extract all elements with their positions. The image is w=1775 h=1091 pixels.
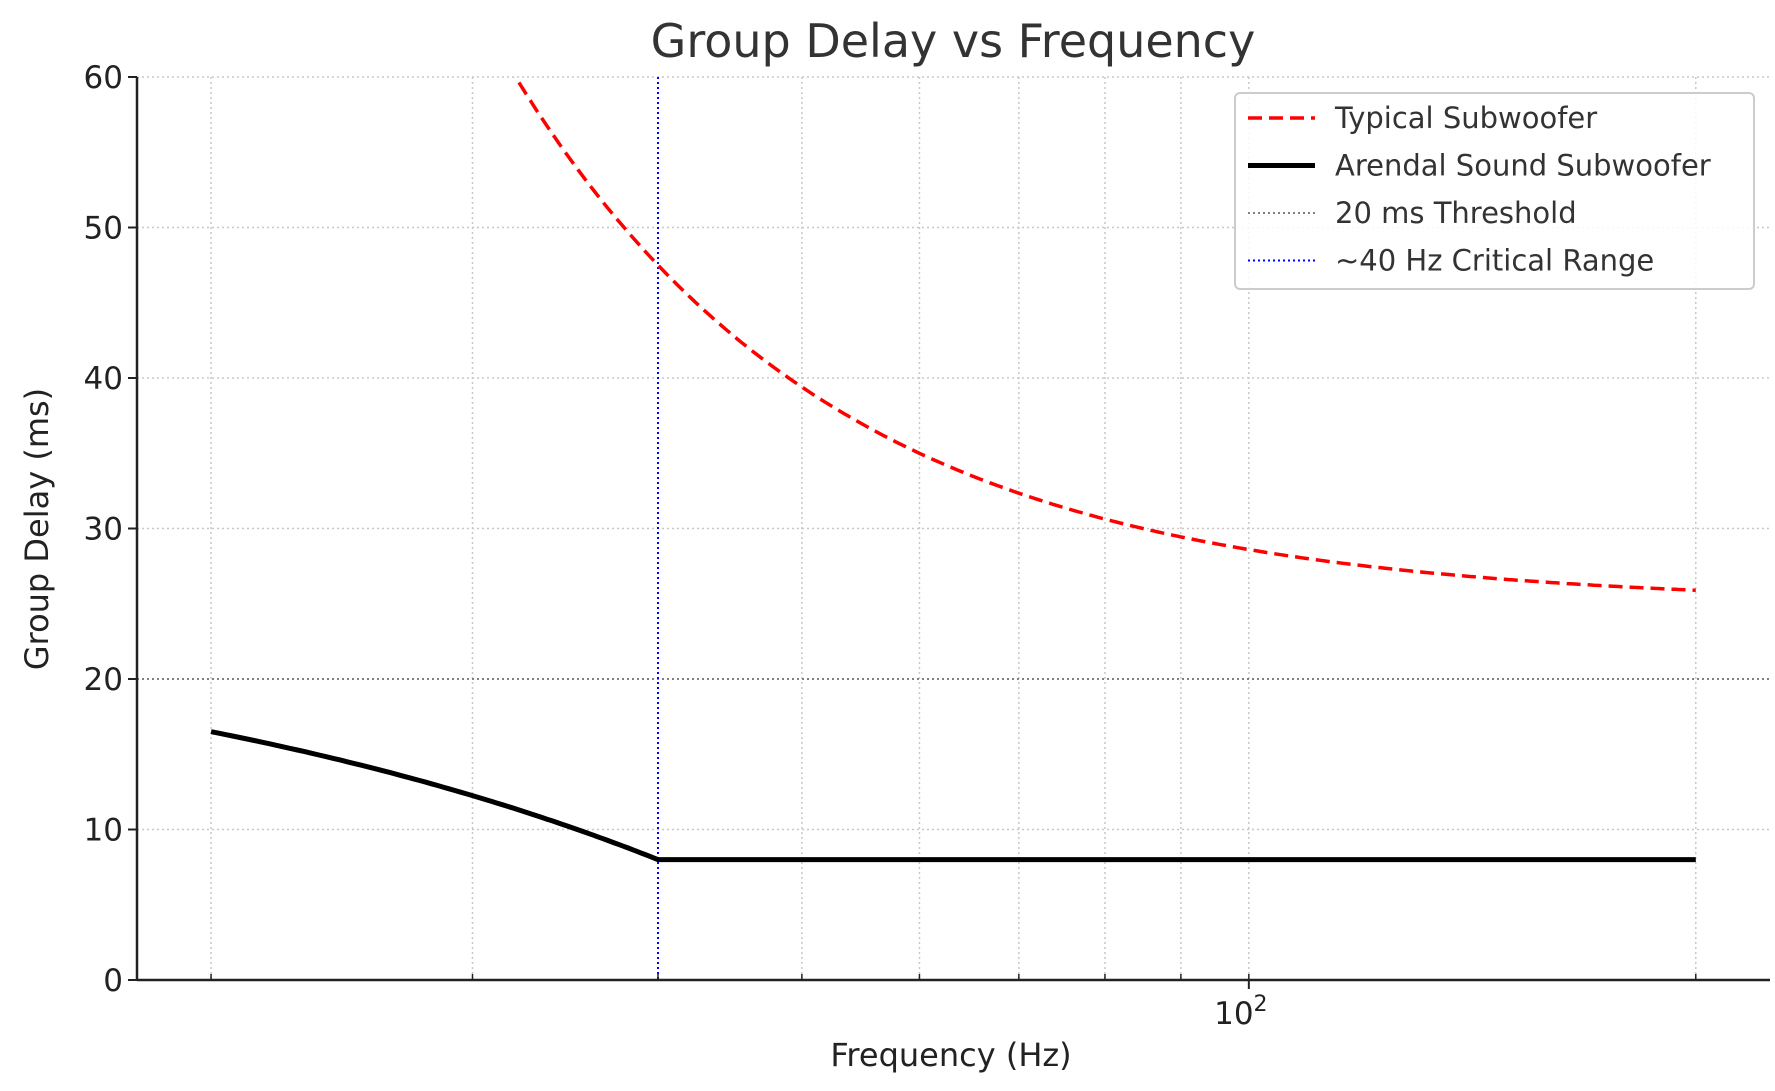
y-tick-label: 40 — [84, 361, 123, 397]
y-tick-label: 0 — [103, 963, 123, 999]
y-tick-label: 50 — [84, 211, 123, 247]
y-tick-label: 10 — [84, 813, 123, 849]
legend: Typical Subwoofer Arendal Sound Subwoofer… — [1234, 92, 1755, 290]
y-tick-label: 30 — [84, 512, 123, 548]
legend-label: ~40 Hz Critical Range — [1335, 244, 1654, 278]
arendal-subwoofer-line — [210, 729, 1696, 863]
tick-labels: 0 10 20 30 40 50 60 102 — [84, 60, 1268, 1032]
y-tick-label: 20 — [84, 662, 123, 698]
series-lines — [210, 77, 1696, 863]
legend-label: Arendal Sound Subwoofer — [1335, 149, 1711, 183]
reference-lines — [137, 77, 1770, 980]
legend-label: 20 ms Threshold — [1335, 196, 1577, 230]
legend-box — [1234, 92, 1755, 290]
legend-label: Typical Subwoofer — [1334, 101, 1597, 135]
axes — [128, 76, 1770, 989]
x-axis-label: Frequency (Hz) — [830, 1036, 1071, 1074]
y-tick-label: 60 — [84, 60, 123, 96]
typical-subwoofer-line — [513, 77, 1696, 592]
x-tick-label: 102 — [1214, 992, 1267, 1032]
chart-title: Group Delay vs Frequency — [651, 14, 1256, 68]
y-axis-label: Group Delay (ms) — [18, 388, 56, 670]
